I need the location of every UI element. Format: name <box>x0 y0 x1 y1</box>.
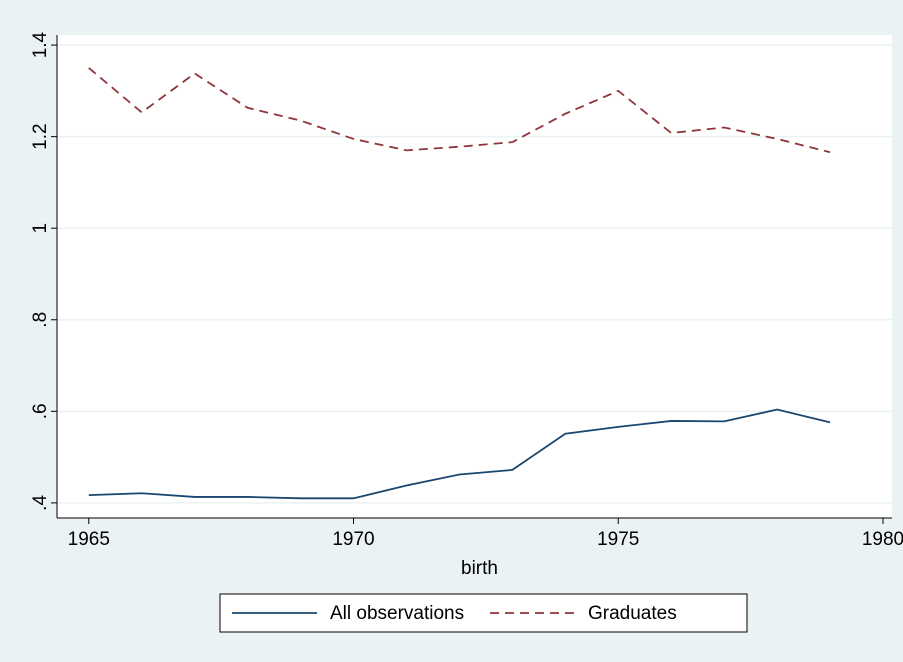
y-tick-label: .4 <box>30 495 51 511</box>
x-tick-label: 1965 <box>68 529 110 550</box>
x-tick-label: 1970 <box>332 529 374 550</box>
y-tick-label: .8 <box>30 312 51 328</box>
plot-area <box>57 35 892 518</box>
series-line <box>88 67 831 154</box>
x-axis-label: birth <box>461 558 498 579</box>
legend-label: All observations <box>330 603 464 624</box>
y-tick-label: 1.2 <box>30 123 51 149</box>
x-tick-label: 1975 <box>597 529 639 550</box>
y-tick-label: 1 <box>30 223 51 234</box>
x-tick-label: 1980 <box>862 529 903 550</box>
legend-label: Graduates <box>588 603 677 624</box>
y-tick-label: 1.4 <box>30 31 51 58</box>
series-line <box>88 408 831 500</box>
y-tick-label: .6 <box>30 403 51 419</box>
